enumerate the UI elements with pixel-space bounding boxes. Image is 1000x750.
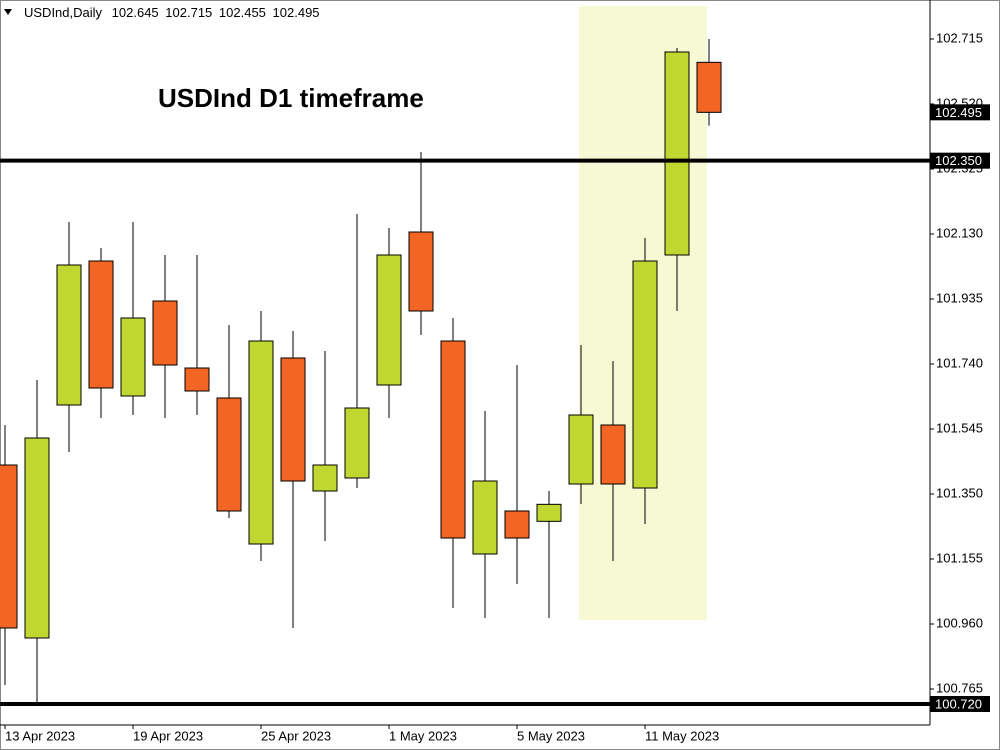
candle-body <box>376 254 402 386</box>
candle-body <box>632 260 658 489</box>
x-tick-label: 11 May 2023 <box>645 728 719 743</box>
header-close: 102.495 <box>273 5 320 20</box>
header-open: 102.645 <box>112 5 159 20</box>
candle-body <box>696 61 722 113</box>
header-high: 102.715 <box>165 5 212 20</box>
symbol: USDInd,Daily <box>24 5 103 20</box>
level-label-box <box>930 696 990 712</box>
candle-body <box>312 464 338 492</box>
candle-body <box>408 231 434 312</box>
level-label-box <box>930 152 990 169</box>
menu-triangle[interactable] <box>4 9 12 15</box>
candle-body <box>184 367 210 392</box>
x-tick-label: 13 Apr 2023 <box>5 728 75 743</box>
y-tick-label: 101.935 <box>936 290 983 305</box>
candle-body <box>248 340 274 545</box>
y-tick-label: 100.765 <box>936 680 983 695</box>
candle-body <box>24 437 50 639</box>
candle-body <box>536 503 562 522</box>
header-low: 102.455 <box>219 5 266 20</box>
current-price-box <box>930 104 990 121</box>
x-tick-label: 19 Apr 2023 <box>133 728 203 743</box>
candle-body <box>344 407 370 479</box>
x-tick-label: 25 Apr 2023 <box>261 728 331 743</box>
level-label: 100.720 <box>935 696 982 711</box>
candle-body <box>88 260 114 389</box>
y-tick-label: 101.350 <box>936 485 983 500</box>
candle-body <box>0 464 18 629</box>
candle-body <box>56 264 82 406</box>
candle-body <box>472 480 498 555</box>
x-tick-label: 1 May 2023 <box>389 728 457 743</box>
candle-body <box>280 357 306 482</box>
y-tick-label: 100.960 <box>936 615 983 630</box>
candle-body <box>120 317 146 397</box>
candle-body <box>440 340 466 539</box>
y-tick-label: 102.715 <box>936 30 983 45</box>
x-tick-label: 5 May 2023 <box>517 728 585 743</box>
candle-body <box>664 51 690 256</box>
y-tick-label: 101.545 <box>936 420 983 435</box>
candle-body <box>152 300 178 366</box>
candle-body <box>600 424 626 485</box>
candle-body <box>216 397 242 512</box>
candle-body <box>568 414 594 485</box>
level-label: 102.350 <box>935 153 982 168</box>
current-price-label: 102.495 <box>935 105 982 120</box>
chart-title: USDInd D1 timeframe <box>158 83 424 113</box>
candle-body <box>504 510 530 539</box>
y-tick-label: 101.155 <box>936 550 983 565</box>
y-tick-label: 102.130 <box>936 225 983 240</box>
header-info: USDInd,Daily 102.645 102.715 102.455 102… <box>24 5 320 20</box>
y-tick-label: 101.740 <box>936 355 983 370</box>
